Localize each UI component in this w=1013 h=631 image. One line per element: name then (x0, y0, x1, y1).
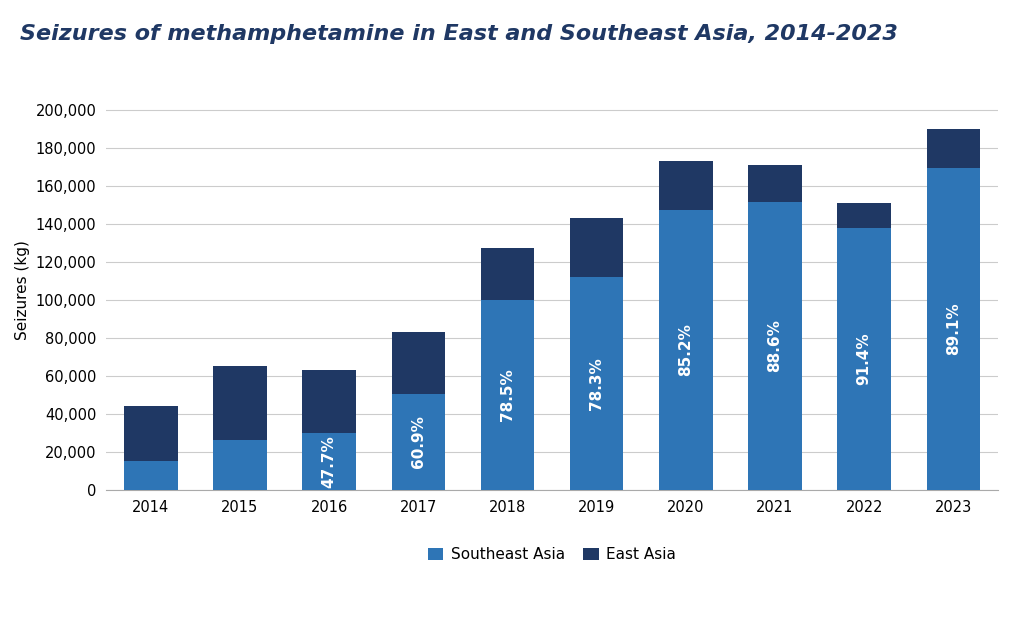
Bar (570, 218, 623, 277)
Bar (302, 370, 356, 433)
Bar (659, 209, 712, 490)
Text: 60.9%: 60.9% (411, 415, 425, 468)
Text: Seizures of methamphetamine in East and Southeast Asia, 2014-2023: Seizures of methamphetamine in East and … (20, 24, 899, 44)
Bar (570, 277, 623, 490)
Legend: Southeast Asia, East Asia: Southeast Asia, East Asia (421, 541, 683, 569)
Text: 88.6%: 88.6% (768, 319, 782, 372)
Bar (927, 168, 981, 490)
Bar (392, 332, 445, 394)
Bar (659, 161, 712, 209)
Bar (213, 367, 266, 440)
Y-axis label: Seizures (kg): Seizures (kg) (15, 240, 30, 340)
Bar (481, 249, 534, 300)
Text: 78.3%: 78.3% (590, 357, 604, 410)
Text: 78.5%: 78.5% (500, 369, 515, 422)
Bar (392, 394, 445, 490)
Text: 47.7%: 47.7% (321, 435, 336, 488)
Bar (749, 202, 802, 490)
Bar (838, 228, 891, 490)
Bar (481, 300, 534, 490)
Bar (927, 129, 981, 168)
Bar (213, 440, 266, 490)
Bar (124, 461, 177, 490)
Bar (838, 203, 891, 228)
Text: 91.4%: 91.4% (857, 333, 872, 385)
Bar (124, 406, 177, 461)
Text: 89.1%: 89.1% (946, 303, 961, 355)
Bar (749, 165, 802, 202)
Text: 85.2%: 85.2% (679, 323, 693, 376)
Bar (302, 433, 356, 490)
